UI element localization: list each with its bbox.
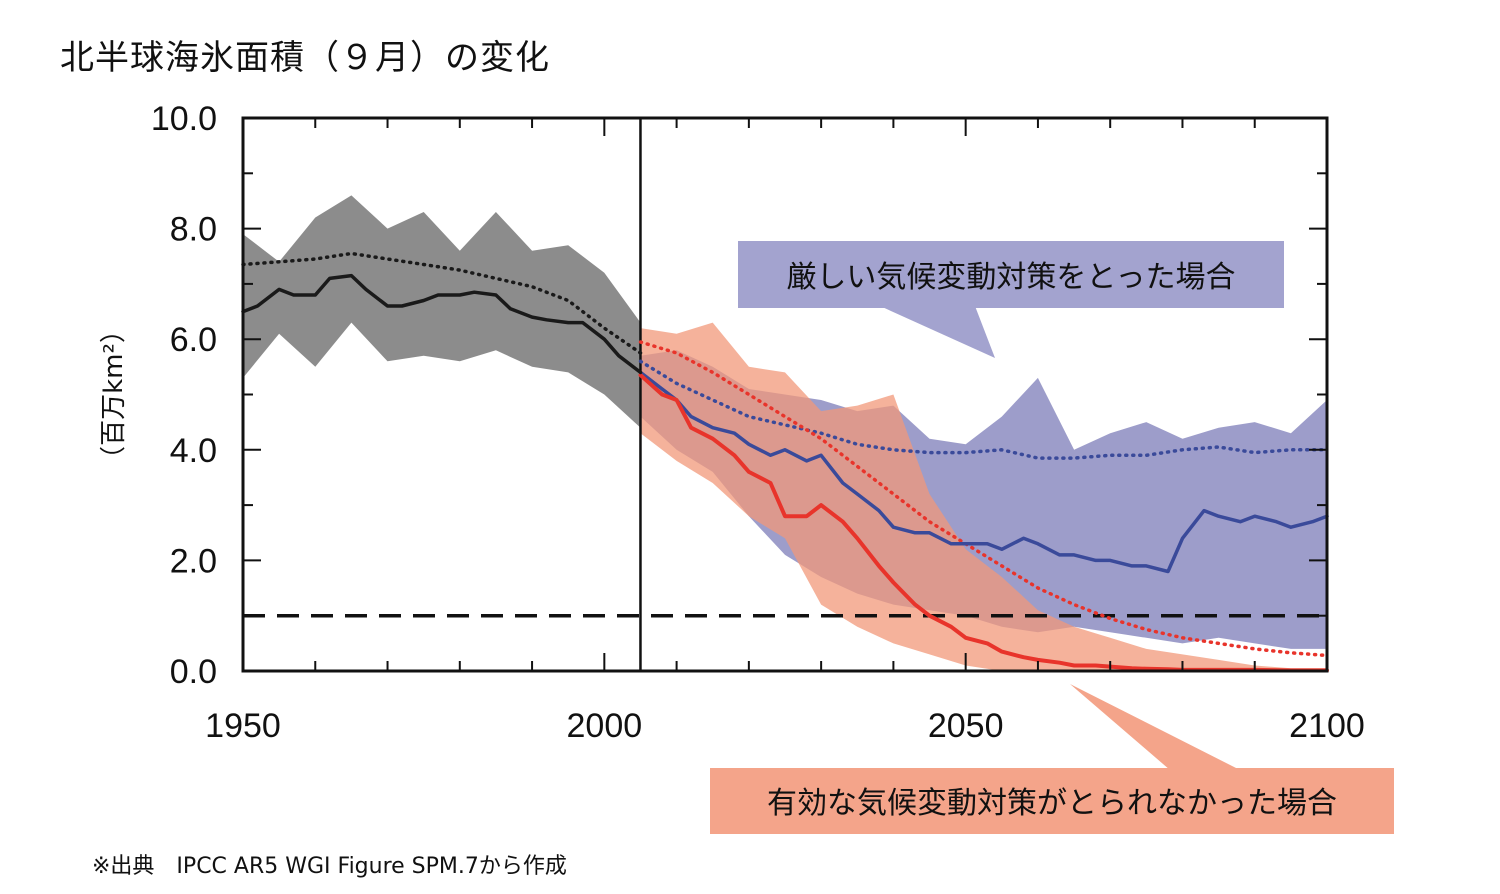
x-tick-label: 2050 (928, 707, 1004, 745)
low-callout-box (738, 241, 1284, 308)
x-tick-label: 2100 (1289, 707, 1365, 745)
historical-range-band (243, 195, 641, 428)
low-callout-text: 厳しい気候変動対策をとった場合 (786, 260, 1235, 295)
y-tick-label: 4.0 (170, 432, 217, 470)
y-tick-label: 10.0 (151, 100, 217, 138)
low-callout-pointer (880, 306, 995, 358)
high-emission-range-band (640, 322, 1327, 671)
series-lines (241, 251, 1329, 673)
high-emission-line (638, 373, 1329, 673)
low-emission-line (638, 370, 1329, 574)
x-tick-label: 2000 (567, 707, 643, 745)
y-axis-label: （百万km²） (99, 317, 129, 472)
axes: 0.0 2.0 4.0 6.0 8.0 10.0 1950 2000 2050 2100 （百万km… (99, 100, 1365, 745)
source-note: ※出典 IPCC AR5 WGI Figure SPM.7から作成 (92, 854, 567, 879)
uncertainty-bands (243, 195, 1327, 671)
y-tick-label: 8.0 (170, 211, 217, 249)
x-tick-label: 1950 (205, 707, 281, 745)
high-emission-dotted-line (638, 340, 1329, 658)
high-callout-pointer (1070, 684, 1240, 770)
low-emission-dotted-line (638, 359, 1329, 460)
reference-layer (243, 118, 1327, 671)
high-callout-box (710, 768, 1394, 834)
chart-title: 北半球海氷面積（９月）の変化 (60, 38, 550, 78)
high-callout-text: 有効な気候変動対策がとられなかった場合 (767, 786, 1337, 821)
y-tick-label: 6.0 (170, 321, 217, 359)
y-tick-label: 2.0 (170, 542, 217, 580)
historical-line (241, 273, 643, 375)
y-tick-label: 0.0 (170, 653, 217, 691)
